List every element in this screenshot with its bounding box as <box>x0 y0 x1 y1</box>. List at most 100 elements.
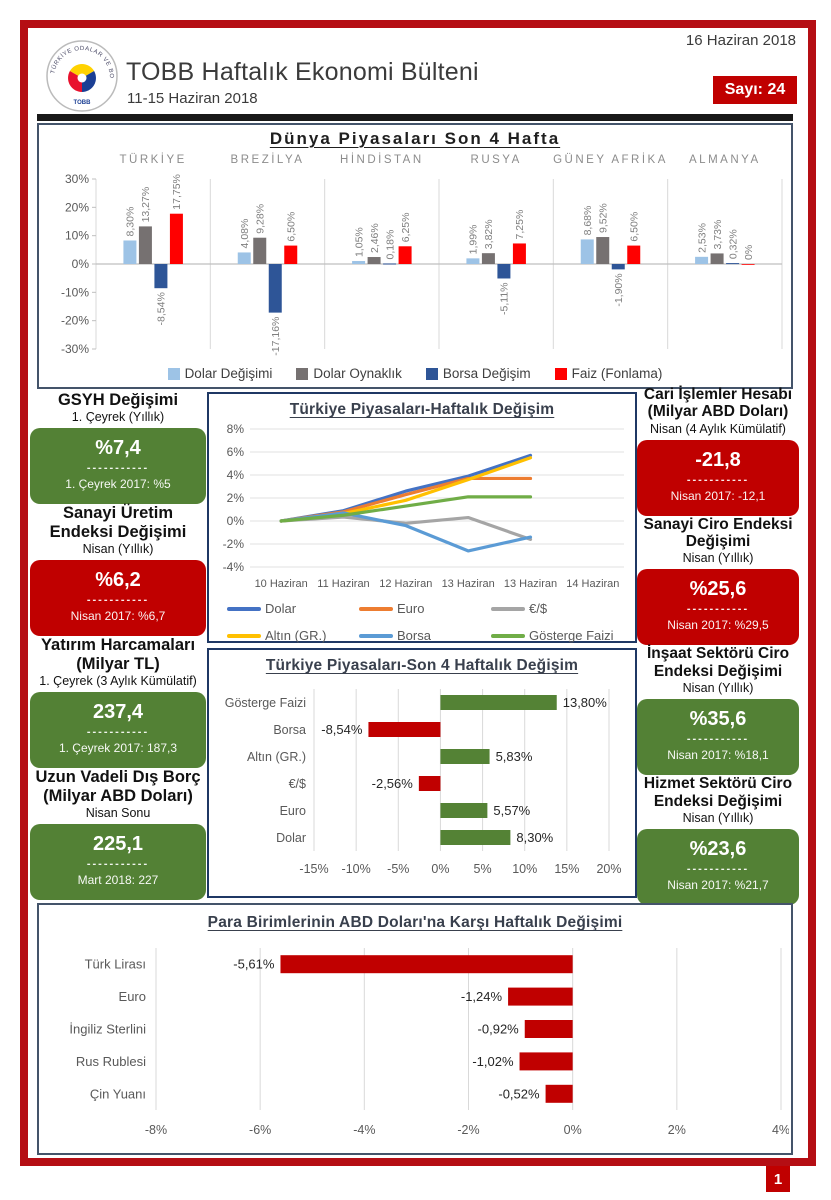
legend-item: Borsa <box>359 628 491 643</box>
kpi-dash-separator: ----------- <box>86 858 150 871</box>
issue-badge: Sayı: 24 <box>713 76 797 104</box>
bar <box>368 722 441 737</box>
y-tick-label: 10% <box>65 229 89 243</box>
kpi-value: 237,4 <box>92 701 144 724</box>
y-tick-label: -4% <box>223 560 245 574</box>
legend-item: Faiz (Fonlama) <box>554 366 662 381</box>
x-tick-label: 14 Haziran <box>566 578 619 590</box>
kpi-title: GSYH Değişimi <box>57 391 179 409</box>
kpi-value-box: -21,8 ----------- Nisan 2017: -12,1 <box>637 439 799 516</box>
x-tick-label: 10% <box>512 862 537 876</box>
currency-chart-svg: -8% -6% -4% -2% 0% 2% 4% Türk Lirası -5,61% Euro -… <box>69 948 789 1137</box>
kpi-compare-value: Nisan 2017: -12,1 <box>670 488 766 503</box>
bar-value-label: 9,28% <box>255 204 267 234</box>
bar <box>169 213 183 264</box>
logo-bottom-text: TOBB <box>74 100 92 106</box>
legend-label: Dolar <box>265 601 297 616</box>
kpi-subtitle: Nisan (Yıllık) <box>682 551 754 566</box>
bar <box>596 237 610 264</box>
category-label: Altın (GR.) <box>247 750 306 764</box>
bar <box>545 1084 573 1103</box>
bar <box>741 264 755 265</box>
kpi-card: Hizmet Sektörü Ciro Endeksi Değişimi Nisa… <box>637 775 799 905</box>
x-tick-label: 0% <box>431 862 449 876</box>
bar-value-label: -0,92% <box>478 1022 520 1037</box>
bar <box>508 987 573 1006</box>
country-label: BREZİLYA <box>231 153 305 166</box>
world-chart-title: Dünya Piyasaları Son 4 Hafta <box>269 129 561 148</box>
bar-value-label: 0,18% <box>384 230 396 260</box>
kpi-value-box: %35,6 ----------- Nisan 2017: %18,1 <box>637 699 799 776</box>
kpi-dash-separator: ----------- <box>686 733 750 746</box>
x-tick-label: -5% <box>387 862 409 876</box>
x-tick-label: 10 Haziran <box>255 578 308 590</box>
legend-item: Euro <box>359 601 491 616</box>
kpi-card: Yatırım Harcamaları (Milyar TL) 1. Çeyrek… <box>30 636 206 769</box>
country-label: GÜNEY AFRİKA <box>553 153 668 166</box>
category-label: Rus Rublesi <box>76 1054 146 1069</box>
four-week-bar-chart: Türkiye Piyasaları-Son 4 Haftalık Değişi… <box>207 648 637 898</box>
four-week-chart-svg: -15% -10% -5% 0% 5% 10% 15% 20% Gösterge Faizi 13… <box>225 689 622 876</box>
category-label: Euro <box>280 804 306 818</box>
kpi-compare-value: Nisan 2017: %29,5 <box>667 618 769 633</box>
kpi-dash-separator: ----------- <box>686 473 750 486</box>
bar-value-label: -1,24% <box>461 989 503 1004</box>
y-tick-label: -30% <box>61 342 89 356</box>
y-tick-label: -2% <box>223 537 245 551</box>
bar <box>123 240 137 264</box>
y-tick-label: 2% <box>227 491 245 505</box>
x-tick-label: 15% <box>554 862 579 876</box>
bar-value-label: 8,30% <box>125 207 137 237</box>
legend-swatch <box>167 367 180 380</box>
bar <box>440 830 511 845</box>
kpi-value-box: 237,4 ----------- 1. Çeyrek 2017: 187,3 <box>30 692 206 769</box>
bar-value-label: 3,73% <box>712 220 724 250</box>
bar-value-label: -0,52% <box>498 1086 540 1101</box>
bulletin-title: TOBB Haftalık Ekonomi Bülteni <box>126 58 479 86</box>
bar-value-label: 17,75% <box>171 174 183 210</box>
kpi-dash-separator: ----------- <box>86 462 150 475</box>
kpi-title: Sanayi Ciro Endeksi Değişimi <box>643 515 793 551</box>
legend-swatch <box>227 606 261 611</box>
y-tick-label: 0% <box>227 514 245 528</box>
kpi-subtitle: Nisan (Yıllık) <box>82 542 154 557</box>
legend-item: Altın (GR.) <box>227 628 359 643</box>
kpi-title: Sanayi Üretim Endeksi Değişimi <box>49 504 187 541</box>
bar-value-label: 5,57% <box>493 803 530 818</box>
line-series <box>279 453 533 523</box>
kpi-card: Sanayi Üretim Endeksi Değişimi Nisan (Yıl… <box>30 504 206 637</box>
legend-label: Dolar Değişimi <box>184 366 273 381</box>
bar-value-label: -5,11% <box>499 282 511 315</box>
legend-swatch <box>359 633 393 638</box>
country-label: RUSYA <box>471 154 522 166</box>
weekly-chart-title: Türkiye Piyasaları-Haftalık Değişim <box>289 401 555 418</box>
kpi-card: Sanayi Ciro Endeksi Değişimi Nisan (Yıllı… <box>637 516 799 646</box>
kpi-subtitle: 1. Çeyrek (Yıllık) <box>71 410 165 425</box>
four-week-chart-title: Türkiye Piyasaları-Son 4 Haftalık Değişi… <box>265 657 579 674</box>
x-tick-label: 4% <box>772 1123 789 1137</box>
x-tick-label: -15% <box>299 862 328 876</box>
bar <box>519 1052 573 1071</box>
category-label: İngiliz Sterlini <box>69 1022 146 1037</box>
bar <box>253 237 267 264</box>
category-label: €/$ <box>289 777 306 791</box>
tobb-logo: TÜRKİYE ODALAR VE BORSALAR BİRLİĞİ TOBB <box>46 40 118 112</box>
kpi-card: GSYH Değişimi 1. Çeyrek (Yıllık) %7,4 -----… <box>30 391 206 505</box>
category-label: Türk Lirası <box>85 957 146 972</box>
kpi-value: %35,6 <box>689 708 747 731</box>
kpi-title: Hizmet Sektörü Ciro Endeksi Değişimi <box>643 775 793 810</box>
bar-value-label: 13,80% <box>563 695 608 710</box>
bulletin-subtitle: 11-15 Haziran 2018 <box>127 90 258 107</box>
bar <box>466 258 480 264</box>
y-tick-label: 20% <box>65 200 89 214</box>
legend-label: Borsa Değişim <box>442 366 531 381</box>
bar-value-label: -17,16% <box>270 317 282 356</box>
bar-value-label: 13,27% <box>140 187 152 223</box>
bar-value-label: -1,02% <box>472 1054 514 1069</box>
bar <box>726 263 740 265</box>
kpi-value: %25,6 <box>689 578 747 601</box>
legend-label: Borsa <box>397 628 431 643</box>
bar <box>580 239 594 264</box>
y-tick-label: -10% <box>61 285 89 299</box>
kpi-dash-separator: ----------- <box>686 862 750 875</box>
